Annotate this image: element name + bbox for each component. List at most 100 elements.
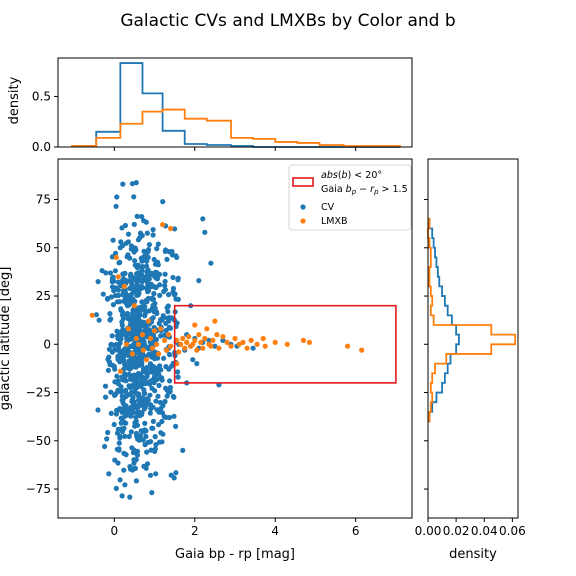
cv-point — [108, 294, 114, 300]
cv-point — [129, 181, 135, 187]
cv-point — [142, 381, 148, 387]
cv-point — [93, 312, 99, 318]
cv-point — [149, 271, 155, 278]
cv-point — [105, 367, 111, 373]
cv-point — [194, 361, 200, 367]
cv-point — [95, 279, 101, 285]
cv-point — [113, 203, 119, 209]
cv-point — [122, 410, 128, 417]
cv-point — [106, 354, 112, 360]
cv-point — [150, 227, 156, 233]
lmxb-point — [115, 274, 121, 280]
cv-point — [124, 303, 131, 309]
cv-point — [155, 241, 161, 247]
cv-point — [108, 316, 114, 322]
cv-point — [122, 433, 128, 439]
cv-point — [112, 268, 118, 274]
cv-point — [202, 229, 208, 235]
lmxb-point — [240, 339, 246, 345]
legend-cv-marker — [300, 204, 306, 210]
cv-point — [152, 448, 158, 454]
cv-point — [134, 403, 140, 409]
cv-point — [152, 434, 158, 440]
cv-point — [127, 273, 134, 279]
cv-point — [175, 277, 181, 283]
cv-point — [121, 467, 127, 473]
cv-point — [173, 470, 179, 476]
cv-point — [139, 258, 145, 264]
cv-point — [132, 258, 138, 264]
cv-point — [131, 457, 137, 463]
cv-point — [126, 433, 132, 440]
right-x-tick-label: 0.04 — [471, 524, 498, 538]
lmxb-point — [139, 332, 146, 338]
cv-point — [159, 410, 166, 416]
lmxb-point — [129, 351, 135, 357]
lmxb-point — [168, 225, 174, 232]
cv-point — [163, 320, 169, 326]
cv-point — [163, 327, 169, 333]
y-tick-label: 50 — [36, 241, 51, 255]
lmxb-point — [166, 332, 172, 338]
x-tick-label: 6 — [352, 524, 360, 538]
cv-point — [152, 261, 159, 267]
top-y-tick-label: 0.0 — [32, 140, 51, 154]
cv-point — [145, 439, 151, 445]
lmxb-point — [176, 349, 182, 355]
cv-point — [170, 274, 176, 281]
cv-point — [116, 329, 122, 335]
cv-point — [132, 298, 138, 304]
lmxb-point — [121, 283, 127, 289]
cv-point — [159, 377, 165, 383]
cv-point — [144, 258, 150, 264]
cv-point — [146, 351, 152, 357]
lmxb-latitude-histogram — [427, 217, 517, 423]
cv-point — [114, 373, 120, 379]
cv-point — [250, 345, 256, 351]
cv-point — [162, 271, 168, 277]
cv-point — [143, 263, 150, 269]
lmxb-point — [149, 345, 156, 351]
cv-point — [122, 482, 128, 488]
cv-point — [127, 384, 133, 390]
cv-point — [153, 442, 159, 448]
lmxb-point — [117, 368, 123, 374]
cv-point — [122, 346, 128, 352]
lmxb-point — [196, 332, 202, 338]
cv-point — [141, 302, 147, 308]
cv-point — [132, 420, 138, 426]
cv-point — [161, 332, 168, 338]
cv-point — [148, 283, 154, 289]
cv-point — [140, 319, 146, 325]
lmxb-point — [113, 254, 119, 260]
cv-point — [166, 292, 172, 298]
lmxb-point — [192, 337, 198, 343]
cv-point — [160, 315, 166, 321]
cv-point — [145, 295, 152, 301]
cv-point — [120, 181, 126, 187]
cv-point — [119, 493, 125, 499]
cv-point — [170, 285, 177, 292]
cv-point — [119, 309, 126, 315]
y-axis-label: galactic latitude [deg] — [0, 267, 13, 411]
cv-point — [140, 400, 146, 406]
right-x-axis-label: density — [449, 547, 497, 562]
lmxb-point — [180, 335, 186, 342]
cv-point — [127, 494, 133, 500]
cv-point — [122, 270, 128, 276]
cv-point — [140, 437, 146, 443]
cv-point — [131, 249, 137, 255]
cv-point — [107, 270, 113, 276]
cv-point — [163, 385, 169, 391]
lmxb-point — [284, 341, 290, 347]
lmxb-point — [345, 343, 351, 349]
cv-point — [139, 283, 145, 289]
cv-point — [118, 336, 124, 342]
cv-point — [139, 410, 145, 416]
lmxb-histogram-step — [71, 108, 401, 147]
cv-point — [141, 390, 147, 396]
cv-point — [165, 303, 171, 309]
cv-point — [110, 274, 116, 280]
lmxb-point — [359, 347, 365, 353]
